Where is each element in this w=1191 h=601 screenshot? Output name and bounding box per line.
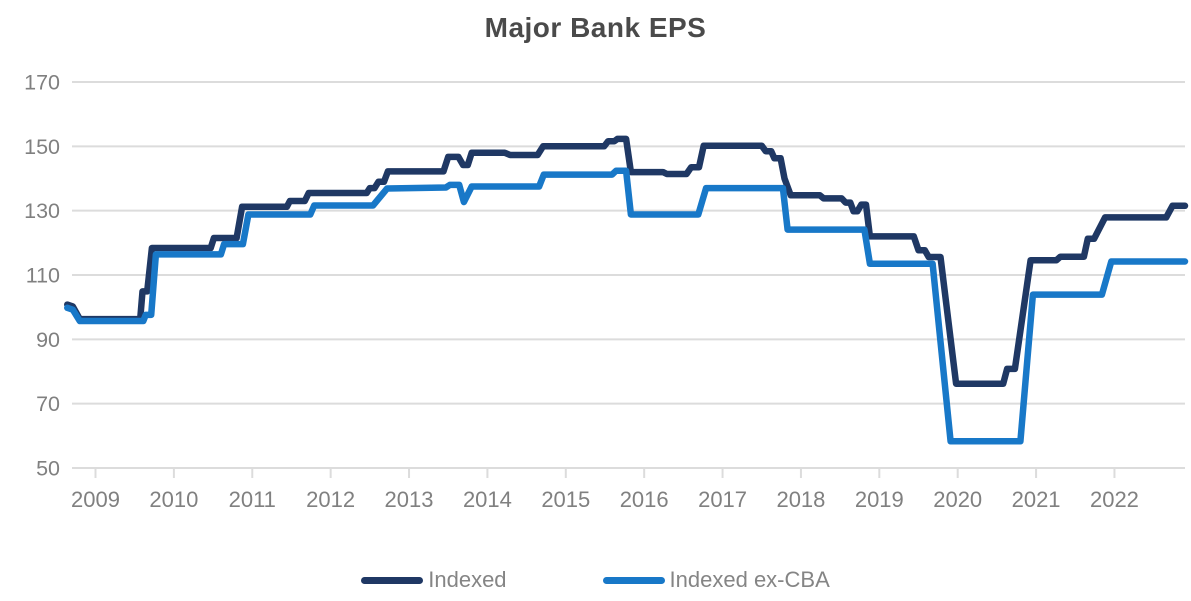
legend-label-indexed: Indexed xyxy=(428,567,507,592)
y-tick-label: 50 xyxy=(36,457,60,481)
y-tick-label: 110 xyxy=(26,264,60,288)
legend-item-indexed-ex-cba: Indexed ex-CBA xyxy=(602,567,830,593)
x-tick-label: 2021 xyxy=(1012,487,1061,512)
x-tick-label: 2016 xyxy=(620,487,669,512)
series-line-indexed xyxy=(64,135,1189,387)
x-tick-label: 2013 xyxy=(385,487,434,512)
chart-title: Major Bank EPS xyxy=(484,12,707,43)
x-tick-label: 2022 xyxy=(1090,487,1139,512)
y-tick-label: 90 xyxy=(36,328,60,352)
x-tick-label: 2014 xyxy=(463,487,512,512)
x-tick-label: 2011 xyxy=(229,487,276,512)
x-tick-label: 2012 xyxy=(306,487,355,512)
x-tick-label: 2019 xyxy=(855,487,904,512)
x-tick-label: 2018 xyxy=(776,487,825,512)
series-line-indexed-ex-cba xyxy=(64,167,1189,445)
x-tick-label: 2009 xyxy=(71,487,120,512)
y-tick-label: 130 xyxy=(24,199,60,223)
legend-swatch-indexed xyxy=(361,576,424,584)
x-tick-label: 2015 xyxy=(541,487,590,512)
y-tick-label: 170 xyxy=(24,71,60,95)
x-tick-label: 2017 xyxy=(698,487,747,512)
legend-item-indexed: Indexed xyxy=(361,567,507,593)
legend-swatch-indexed-ex-cba xyxy=(602,576,665,584)
legend-label-indexed-ex-cba: Indexed ex-CBA xyxy=(669,567,830,592)
y-tick-label: 70 xyxy=(36,392,60,416)
x-tick-label: 2020 xyxy=(933,487,982,512)
x-tick-label: 2010 xyxy=(149,487,198,512)
y-tick-label: 150 xyxy=(24,135,60,159)
legend: Indexed Indexed ex-CBA xyxy=(0,567,1191,593)
